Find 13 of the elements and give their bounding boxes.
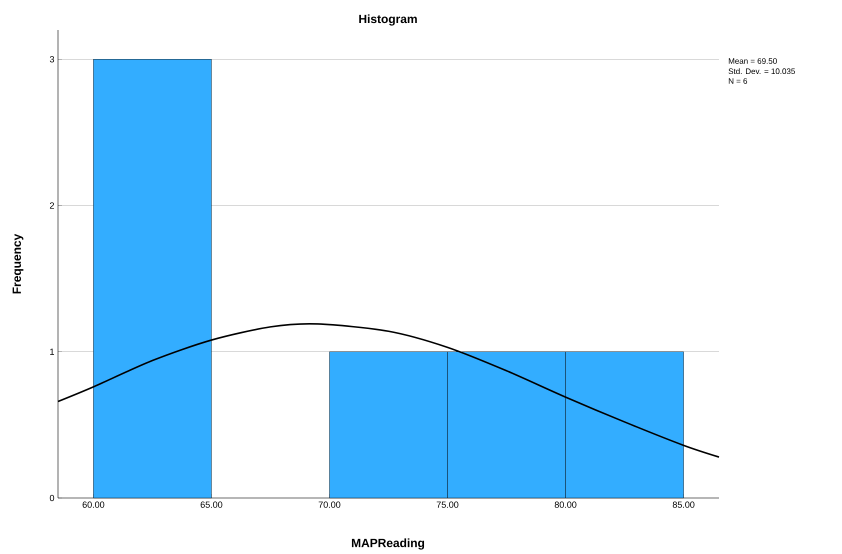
y-axis-title: Frequency	[12, 234, 24, 294]
y-tick-label: 0	[50, 494, 54, 502]
x-tick-label: 80.00	[554, 502, 576, 508]
x-tick-label: 60.00	[82, 502, 104, 508]
x-tick-label: 70.00	[318, 502, 340, 508]
x-tick-label: 65.00	[200, 502, 222, 508]
chart-title: Histogram	[359, 14, 417, 26]
y-tick-label: 1	[50, 348, 54, 355]
x-tick-label: 85.00	[672, 502, 694, 508]
x-tick-label: 75.00	[436, 502, 458, 508]
y-tick-label: 2	[50, 202, 54, 209]
y-tick-label: 3	[50, 56, 54, 62]
x-axis-title: MAPReading	[352, 538, 424, 550]
